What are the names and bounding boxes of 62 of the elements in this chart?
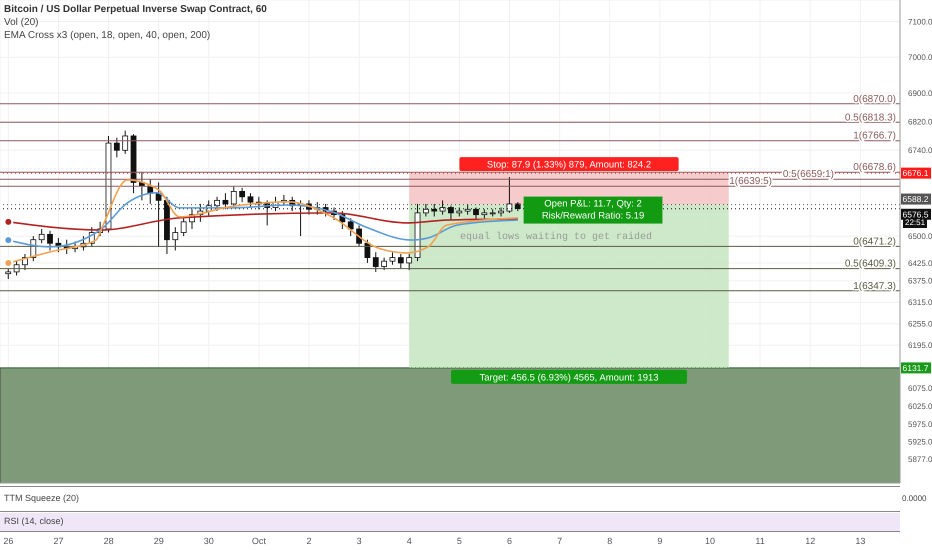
ref-line-label: 0(6678.6) [853,162,896,174]
band-label: Target: 456.5 (6.93%) 4565, Amount: 1913 [480,372,659,384]
y-tick-label: 6375.0 [908,276,932,286]
ref-line-label: 1(6347.3) [853,280,896,292]
text: 22:51 [903,218,928,228]
ref-line-label: 1(6766.7) [853,130,896,142]
ref-line-label: 0(6471.2) [853,236,896,248]
x-tick-label: 29 [154,536,164,546]
x-tick-label: 8 [607,536,612,546]
y-tick-label: 6820.0 [908,117,932,126]
text: RSI (14, close) [4,516,64,526]
ref-line-label: 6131.7 [902,362,929,373]
text: TTM Squeeze (20) [4,493,80,503]
ref-line-label: 6676.1 [902,168,929,178]
y-tick-label: 5975.0 [908,420,932,429]
y-tick-label: 6740.0 [908,146,932,156]
y-tick-label: 5925.0 [908,438,932,447]
x-tick-label: 9 [657,536,662,546]
x-tick-label: 5 [456,536,462,546]
x-tick-label: 13 [855,536,866,546]
y-tick-label: 7000.0 [908,53,932,62]
annotation: equal lows waiting to get raided [460,232,652,243]
x-tick-label: 3 [356,536,362,546]
x-tick-label: 2 [306,536,312,546]
position-callout: Open P&L: 11.7, Qty: 2 Risk/Reward Ratio: 5.19 [524,196,662,224]
y-tick-label: 6075.0 [908,384,932,394]
x-tick-label: 7 [557,536,562,546]
x-tick-label: 6 [507,536,512,546]
x-tick-label: 30 [204,536,214,546]
annotation: Risk/Reward Ratio: 5.19 [542,210,644,222]
y-tick-label: 6195.0 [908,341,932,350]
x-tick-label: 4 [406,536,412,546]
x-tick-label: 28 [104,536,114,546]
x-tick-label: Oct [252,536,266,546]
ref-line-label: 6588.2 [902,194,929,204]
chart-title: Bitcoin / US Dollar Perpetual Inverse Swap Contract, 60 [4,3,267,16]
ref-line-label: 0.5(6818.3) [844,112,896,124]
ref-line-label: 6576.5 [902,209,929,220]
y-tick-label: 6255.0 [908,320,932,329]
x-tick-label: 27 [53,536,64,546]
y-tick-label: 7100.0 [908,17,932,26]
y-tick-label: 6025.0 [908,402,932,411]
annotation: Open P&L: 11.7, Qty: 2 [544,198,642,210]
x-tick-label: 12 [805,536,816,546]
x-tick-label: 10 [704,536,715,546]
y-tick-label: 6425.0 [908,258,932,268]
ref-line-label: 0(6870.0) [853,94,896,105]
y-tick-label: 5877.0 [908,454,932,464]
y-tick-label: 6900.0 [908,88,932,98]
band-label: Stop: 87.9 (1.33%) 879, Amount: 824.2 [486,160,652,171]
ref-line-label: 0.5(6409.3) [844,258,896,270]
stop-callout: Stop: 87.9 (1.33%) 879, Amount: 824.2 [459,157,679,172]
x-tick-label: 26 [3,536,14,546]
y-tick-label: 6315.0 [908,298,932,308]
annotation: Vol (20) [4,16,38,29]
ref-line-label: 1(6639.5) [729,176,772,188]
x-tick-label: 11 [755,536,765,546]
annotation: EMA Cross x3 (open, 18, open, 40, open, 200) [4,29,210,42]
ref-line-label: 0.5(6659.1) [782,169,834,180]
text: 0.0000 [902,494,926,503]
profit-callout: Target: 456.5 (6.93%) 4565, Amount: 1913 [451,370,688,384]
y-tick-label: 6500.0 [908,232,932,241]
